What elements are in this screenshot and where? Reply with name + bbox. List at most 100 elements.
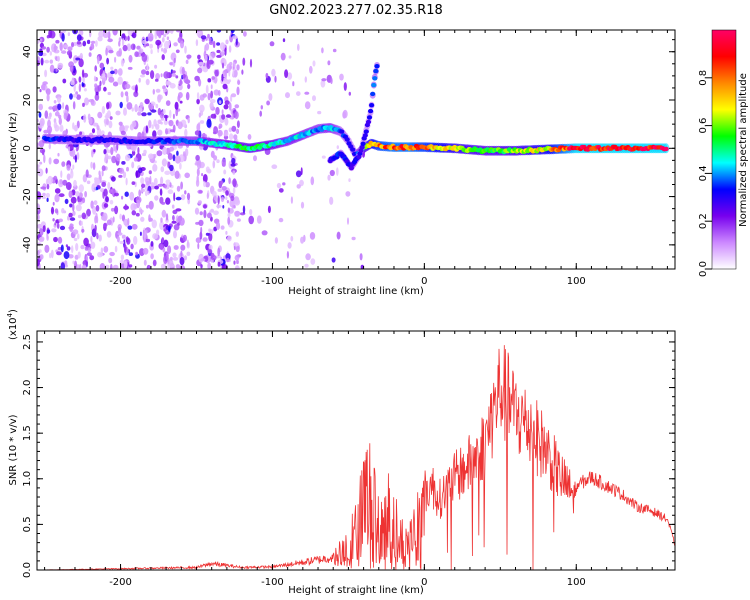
- noise-speckle: [231, 157, 236, 164]
- noise-speckle: [184, 128, 188, 138]
- noise-speckle: [232, 70, 235, 77]
- noise-speckle: [208, 41, 214, 45]
- noise-speckle: [118, 37, 122, 42]
- noise-speckle: [127, 66, 133, 70]
- noise-speckle: [102, 212, 108, 222]
- x-tick-label: -100: [261, 276, 284, 287]
- noise-speckle: [169, 129, 175, 133]
- noise-speckle: [145, 43, 150, 47]
- noise-speckle: [73, 237, 78, 242]
- noise-speckle: [78, 58, 84, 68]
- noise-speckle: [172, 154, 176, 162]
- noise-speckle: [131, 32, 137, 39]
- noise-speckle: [125, 154, 131, 162]
- noise-speckle: [72, 93, 78, 98]
- noise-speckle: [206, 212, 212, 219]
- x-tick-label: -200: [109, 577, 132, 588]
- branch-point: [373, 68, 379, 74]
- noise-speckle: [143, 259, 147, 266]
- noise-speckle: [179, 265, 186, 269]
- noise-speckle: [48, 106, 53, 110]
- noise-speckle: [57, 236, 63, 244]
- noise-speckle: [234, 212, 240, 217]
- noise-speckle: [305, 253, 311, 261]
- noise-speckle: [102, 31, 109, 38]
- noise-speckle: [78, 83, 82, 92]
- noise-speckle: [94, 65, 97, 72]
- noise-speckle: [312, 60, 316, 67]
- y-tick-label: 0.5: [22, 516, 33, 532]
- noise-speckle: [177, 83, 183, 91]
- noise-speckle: [163, 47, 167, 54]
- branch-point: [348, 165, 354, 171]
- noise-speckle: [40, 57, 44, 66]
- noise-speckle: [235, 231, 239, 237]
- noise-speckle: [217, 129, 223, 137]
- noise-speckle: [226, 257, 230, 263]
- colorbar-tick-label: 0.2: [698, 213, 709, 229]
- noise-speckle: [274, 237, 278, 244]
- noise-speckle: [173, 224, 180, 231]
- noise-speckle: [131, 120, 137, 128]
- noise-speckle: [99, 62, 105, 69]
- noise-speckle: [81, 212, 87, 220]
- noise-speckle: [103, 86, 107, 92]
- noise-speckle: [56, 55, 61, 62]
- noise-speckle: [45, 167, 48, 174]
- noise-speckle: [103, 246, 109, 253]
- noise-speckle: [329, 196, 334, 205]
- noise-speckle: [174, 101, 179, 110]
- noise-speckle: [117, 232, 123, 236]
- noise-speckle: [309, 65, 313, 74]
- noise-speckle: [149, 43, 154, 49]
- noise-speckle: [72, 210, 76, 216]
- noise-speckle: [152, 130, 157, 139]
- noise-speckle: [175, 196, 182, 201]
- noise-speckle: [227, 235, 232, 242]
- noise-speckle: [198, 219, 204, 227]
- noise-speckle: [236, 86, 240, 96]
- noise-speckle: [213, 89, 220, 96]
- noise-speckle: [131, 107, 134, 112]
- noise-speckle: [117, 76, 123, 85]
- noise-speckle: [179, 78, 182, 86]
- noise-speckle: [228, 177, 231, 185]
- noise-speckle: [144, 98, 150, 105]
- noise-speckle: [347, 217, 349, 225]
- noise-speckle: [49, 112, 52, 118]
- noise-speckle: [229, 61, 233, 66]
- noise-speckle: [183, 255, 188, 261]
- noise-speckle: [69, 217, 76, 221]
- noise-speckle: [46, 46, 50, 53]
- noise-speckle: [153, 177, 158, 186]
- noise-speckle: [57, 96, 61, 103]
- noise-speckle: [216, 54, 222, 58]
- noise-speckle: [150, 253, 154, 260]
- noise-speckle: [63, 112, 68, 120]
- noise-speckle: [70, 169, 74, 179]
- noise-speckle: [327, 60, 331, 66]
- noise-speckle: [152, 259, 157, 267]
- x-tick-label: 100: [567, 577, 586, 588]
- noise-speckle: [115, 153, 121, 162]
- noise-speckle: [236, 218, 241, 222]
- noise-speckle: [286, 251, 289, 259]
- noise-speckle: [105, 47, 108, 56]
- noise-speckle: [224, 117, 229, 126]
- noise-speckle: [98, 170, 101, 176]
- noise-speckle: [175, 49, 180, 54]
- noise-speckle: [162, 85, 166, 90]
- noise-speckle: [47, 175, 53, 185]
- noise-speckle: [58, 179, 64, 188]
- noise-speckle: [228, 45, 232, 53]
- noise-speckle: [90, 241, 96, 249]
- noise-speckle: [280, 52, 286, 61]
- noise-speckle: [162, 108, 166, 115]
- noise-speckle: [312, 95, 316, 102]
- noise-speckle: [104, 153, 109, 161]
- noise-speckle: [233, 62, 236, 68]
- noise-speckle: [216, 42, 221, 46]
- noise-speckle: [107, 149, 111, 154]
- noise-speckle: [106, 102, 110, 110]
- noise-speckle: [70, 196, 77, 204]
